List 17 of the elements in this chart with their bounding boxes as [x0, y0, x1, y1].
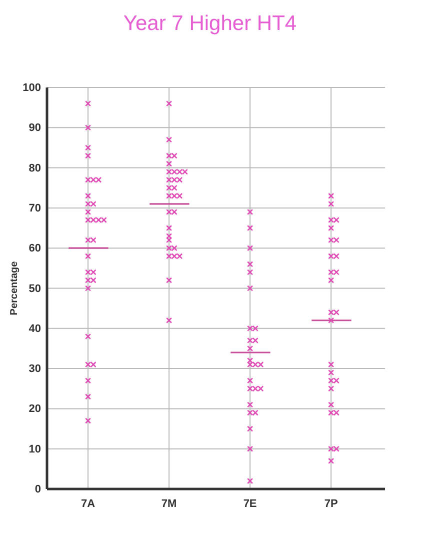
y-tick-label: 0	[34, 484, 41, 496]
y-tick-label: 90	[28, 122, 41, 134]
y-tick-label: 100	[22, 82, 41, 94]
y-tick-label: 80	[28, 162, 41, 174]
y-tick-label: 10	[28, 443, 41, 456]
x-tick-label: 7A	[80, 498, 96, 510]
y-tick-label: 20	[28, 403, 41, 416]
y-tick-label: 30	[28, 363, 41, 376]
y-tick-label: 50	[28, 282, 41, 295]
chart-title: Year 7 Higher HT4	[123, 12, 297, 35]
y-tick-label: 40	[28, 322, 41, 335]
y-axis-title: Percentage	[9, 260, 20, 316]
x-tick-label: 7M	[161, 498, 177, 510]
y-tick-label: 70	[28, 202, 41, 214]
x-tick-label: 7P	[324, 498, 338, 510]
x-tick-label: 7E	[243, 498, 257, 510]
y-tick-label: 60	[28, 242, 41, 255]
